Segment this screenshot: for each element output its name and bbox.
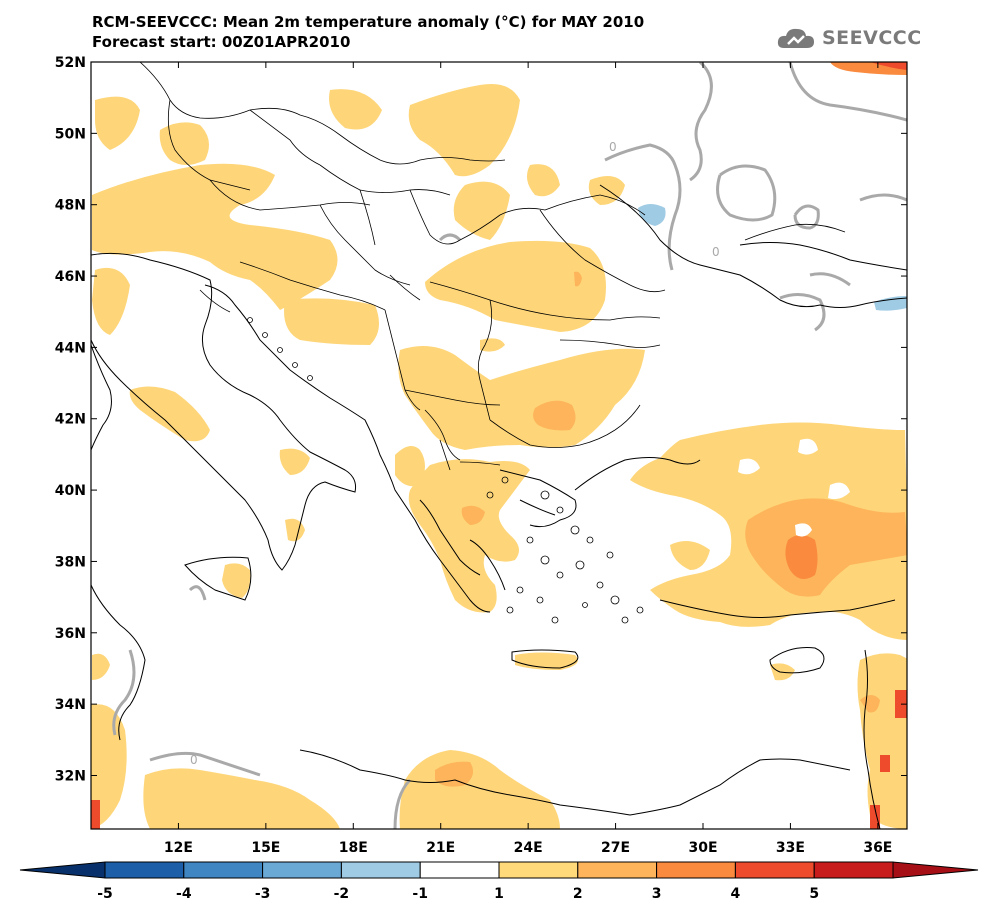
- logo-text: SEEVCCC: [822, 27, 922, 49]
- x-axis: 12E 15E 18E 21E 24E 27E 30E 33E 36E: [164, 62, 892, 856]
- y-tick-label: 42N: [55, 412, 86, 428]
- colorbar-segment: [656, 861, 736, 879]
- x-tick-label: 24E: [514, 840, 543, 856]
- colorbar-label: -3: [255, 886, 271, 902]
- cloud-icon: [777, 28, 814, 48]
- x-tick-label: 27E: [601, 840, 630, 856]
- country-borders: [139, 62, 846, 471]
- anomaly-fill-1-2: [91, 84, 907, 829]
- title-line-2: Forecast start: 00Z01APR2010: [92, 33, 351, 51]
- colorbar-arrow-high: [892, 861, 979, 879]
- map-title: RCM-SEEVCCC: Mean 2m temperature anomaly…: [92, 12, 644, 52]
- y-tick-label: 46N: [55, 269, 86, 285]
- zero-contours: [112, 62, 907, 829]
- y-tick-label: 36N: [55, 626, 86, 642]
- x-tick-label: 30E: [688, 840, 717, 856]
- seevccc-logo: SEEVCCC: [776, 24, 922, 52]
- x-tick-label: 33E: [776, 840, 805, 856]
- anomaly-field: 0 0 0: [91, 62, 907, 829]
- contour-label: 0: [609, 140, 617, 154]
- aegean-islands: [247, 317, 644, 624]
- colorbar-segment: [813, 861, 894, 879]
- anomaly-fill-4-5: [91, 62, 907, 829]
- y-tick-label: 32N: [55, 768, 86, 784]
- colorbar-label: 4: [731, 886, 741, 902]
- colorbar-label: 2: [573, 886, 583, 902]
- coastlines: [91, 184, 907, 829]
- y-tick-label: 48N: [55, 198, 86, 214]
- anomaly-gaps: [738, 438, 850, 537]
- colorbar: -5 -4 -3 -2 -1 1 2 3 4 5: [19, 861, 979, 902]
- colorbar-segment: [183, 861, 264, 879]
- x-tick-label: 18E: [339, 840, 368, 856]
- y-tick-label: 38N: [55, 554, 86, 570]
- y-tick-label: 34N: [55, 697, 86, 713]
- colorbar-segment: [340, 861, 421, 879]
- colorbar-segment: [104, 861, 185, 879]
- anomaly-fill-2-3: [435, 271, 907, 787]
- colorbar-label: -4: [176, 886, 192, 902]
- colorbar-label: 1: [494, 886, 504, 902]
- colorbar-segment: [734, 861, 815, 879]
- title-line-1: RCM-SEEVCCC: Mean 2m temperature anomaly…: [92, 13, 645, 31]
- y-tick-label: 44N: [55, 340, 86, 356]
- colorbar-label: -2: [334, 886, 350, 902]
- y-tick-label: 50N: [55, 126, 86, 142]
- y-tick-label: 52N: [55, 55, 86, 71]
- x-tick-label: 36E: [863, 840, 892, 856]
- y-tick-label: 40N: [55, 483, 86, 499]
- y-axis: 52N 50N 48N 46N 44N 42N 40N 38N 36N 34N 32N: [55, 55, 907, 784]
- x-tick-label: 21E: [426, 840, 455, 856]
- contour-label: 0: [712, 245, 720, 259]
- x-tick-label: 15E: [251, 840, 280, 856]
- x-tick-label: 12E: [164, 840, 193, 856]
- plot-frame: [90, 61, 908, 830]
- colorbar-label: -5: [97, 886, 113, 902]
- colorbar-label: -1: [412, 886, 428, 902]
- colorbar-segment: [577, 861, 658, 879]
- colorbar-segment: [262, 861, 342, 879]
- colorbar-label: 3: [652, 886, 662, 902]
- contour-label: 0: [190, 753, 198, 767]
- colorbar-arrow-low: [19, 861, 106, 879]
- colorbar-segment: [498, 861, 579, 879]
- colorbar-segment: [419, 861, 500, 879]
- colorbar-label: 5: [809, 886, 819, 902]
